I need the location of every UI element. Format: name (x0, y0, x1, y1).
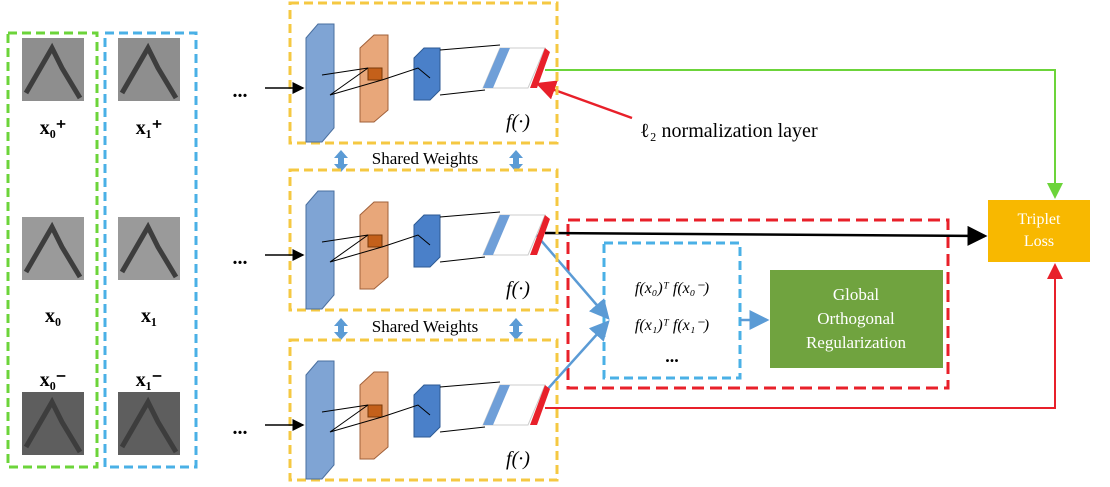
term-group (602, 241, 742, 380)
shared-arrows (334, 150, 523, 340)
sample-label: x₁⁺ (136, 117, 163, 139)
sample-texture (23, 42, 83, 100)
connection (321, 67, 431, 96)
conv-layer (305, 23, 335, 143)
connection (439, 381, 501, 388)
arrow (535, 80, 633, 120)
norm-layer (530, 48, 550, 88)
arrow (531, 229, 610, 320)
kernel (367, 234, 383, 248)
loss-label: Loss (1024, 233, 1054, 250)
conv-layer (413, 47, 441, 101)
regularizer-group (566, 218, 950, 390)
branch-box (288, 1, 559, 145)
regularizer-label: Global (833, 285, 880, 304)
conv-layer (305, 190, 335, 310)
term: ... (665, 346, 679, 366)
ellipsis: ... (233, 247, 248, 269)
arrow (545, 69, 1063, 199)
ellipsis: ... (233, 80, 248, 102)
shared-weights: Shared Weights (372, 149, 478, 168)
sample-label: x₁⁻ (136, 369, 163, 391)
sample-texture (23, 396, 83, 454)
kernel (367, 404, 383, 418)
fc-layer (483, 48, 510, 88)
fc-layer (483, 215, 510, 255)
connection (439, 89, 486, 96)
fc-layer (483, 385, 510, 425)
normalization-label: ℓ₂ normalization layer (640, 120, 818, 142)
anchor-group (6, 31, 99, 469)
connection (439, 256, 486, 263)
arrow (544, 320, 610, 393)
connection (439, 44, 501, 51)
term: f(x₀)ᵀ f(x₀⁻) (635, 280, 709, 297)
sample-texture (119, 396, 179, 454)
regularizer-label: Regularization (806, 333, 907, 352)
function-label: f(·) (506, 448, 530, 470)
regularization-box (770, 270, 943, 368)
sample-texture (23, 221, 83, 279)
sample-label: x₀ (45, 305, 61, 327)
arrow (545, 263, 1063, 409)
loss-label: Triplet (1018, 211, 1062, 228)
conv-layer (413, 384, 441, 438)
sample-label: x₀⁻ (40, 369, 67, 391)
conv-layer (413, 214, 441, 268)
regularizer-label: Orthogonal (817, 309, 895, 328)
connection (439, 211, 501, 218)
kernel (367, 67, 383, 81)
sample-texture (119, 221, 179, 279)
norm-layer (530, 385, 550, 425)
function-label: f(·) (506, 111, 530, 133)
shared-weights: Shared Weights (372, 317, 478, 336)
arrow (544, 225, 988, 246)
branch-box (288, 338, 559, 482)
sample-label: x₀⁺ (40, 117, 67, 139)
sample-group (103, 31, 198, 469)
labels: Triplet Loss Global Orthogonal Regulariz… (372, 120, 1061, 366)
loss-box (988, 200, 1090, 262)
connection (321, 234, 431, 263)
function-label: f(·) (506, 278, 530, 300)
sample-label: x₁ (141, 305, 157, 327)
sample-texture (119, 42, 179, 100)
norm-layer (530, 215, 550, 255)
ellipsis: ... (233, 417, 248, 439)
term: f(x₁)ᵀ f(x₁⁻) (635, 317, 709, 334)
conv-layer (305, 360, 335, 480)
connection (321, 404, 431, 433)
connection (439, 426, 486, 433)
branch-box (288, 168, 559, 312)
